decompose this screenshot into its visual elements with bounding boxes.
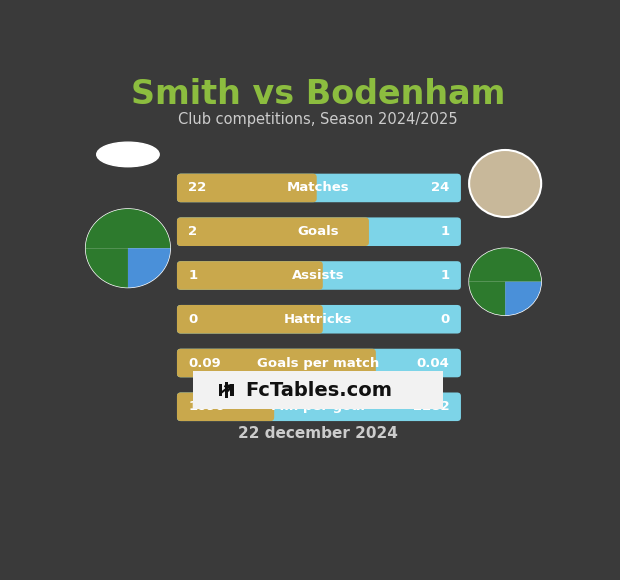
FancyBboxPatch shape — [193, 371, 443, 409]
Wedge shape — [469, 248, 541, 282]
Text: 2282: 2282 — [413, 400, 450, 414]
Ellipse shape — [97, 142, 159, 166]
FancyBboxPatch shape — [177, 305, 461, 334]
FancyBboxPatch shape — [177, 393, 461, 421]
FancyBboxPatch shape — [177, 261, 461, 290]
Text: Min per goal: Min per goal — [271, 400, 365, 414]
Text: 24: 24 — [431, 182, 450, 194]
Circle shape — [469, 248, 541, 316]
Bar — [224, 382, 228, 398]
Bar — [219, 385, 222, 396]
Text: Hattricks: Hattricks — [283, 313, 352, 326]
Text: 22 december 2024: 22 december 2024 — [238, 426, 397, 441]
Text: Smith vs Bodenham: Smith vs Bodenham — [131, 78, 505, 111]
Bar — [230, 384, 234, 396]
Circle shape — [469, 150, 541, 217]
Text: Assists: Assists — [291, 269, 344, 282]
Text: Club competitions, Season 2024/2025: Club competitions, Season 2024/2025 — [178, 112, 458, 127]
Text: 1090: 1090 — [188, 400, 225, 414]
Text: 0.09: 0.09 — [188, 357, 221, 369]
FancyBboxPatch shape — [177, 218, 369, 246]
Text: 2: 2 — [188, 225, 198, 238]
Wedge shape — [505, 282, 541, 316]
FancyBboxPatch shape — [177, 173, 317, 202]
FancyBboxPatch shape — [177, 218, 461, 246]
Circle shape — [86, 209, 170, 288]
Text: 22: 22 — [188, 182, 206, 194]
Wedge shape — [469, 282, 505, 316]
FancyBboxPatch shape — [177, 393, 274, 421]
Text: 1: 1 — [440, 225, 450, 238]
Text: 0: 0 — [440, 313, 450, 326]
Text: 0.04: 0.04 — [417, 357, 450, 369]
Text: 1: 1 — [440, 269, 450, 282]
Wedge shape — [86, 248, 128, 288]
Text: 0: 0 — [188, 313, 198, 326]
Text: Goals: Goals — [297, 225, 339, 238]
Wedge shape — [128, 248, 171, 288]
FancyBboxPatch shape — [177, 173, 461, 202]
FancyBboxPatch shape — [177, 261, 323, 290]
FancyBboxPatch shape — [177, 349, 376, 378]
FancyBboxPatch shape — [177, 349, 461, 378]
Text: Matches: Matches — [286, 182, 349, 194]
Wedge shape — [86, 209, 170, 248]
Text: Goals per match: Goals per match — [257, 357, 379, 369]
Text: 1: 1 — [188, 269, 198, 282]
Text: FcTables.com: FcTables.com — [246, 380, 392, 400]
FancyBboxPatch shape — [177, 305, 323, 334]
